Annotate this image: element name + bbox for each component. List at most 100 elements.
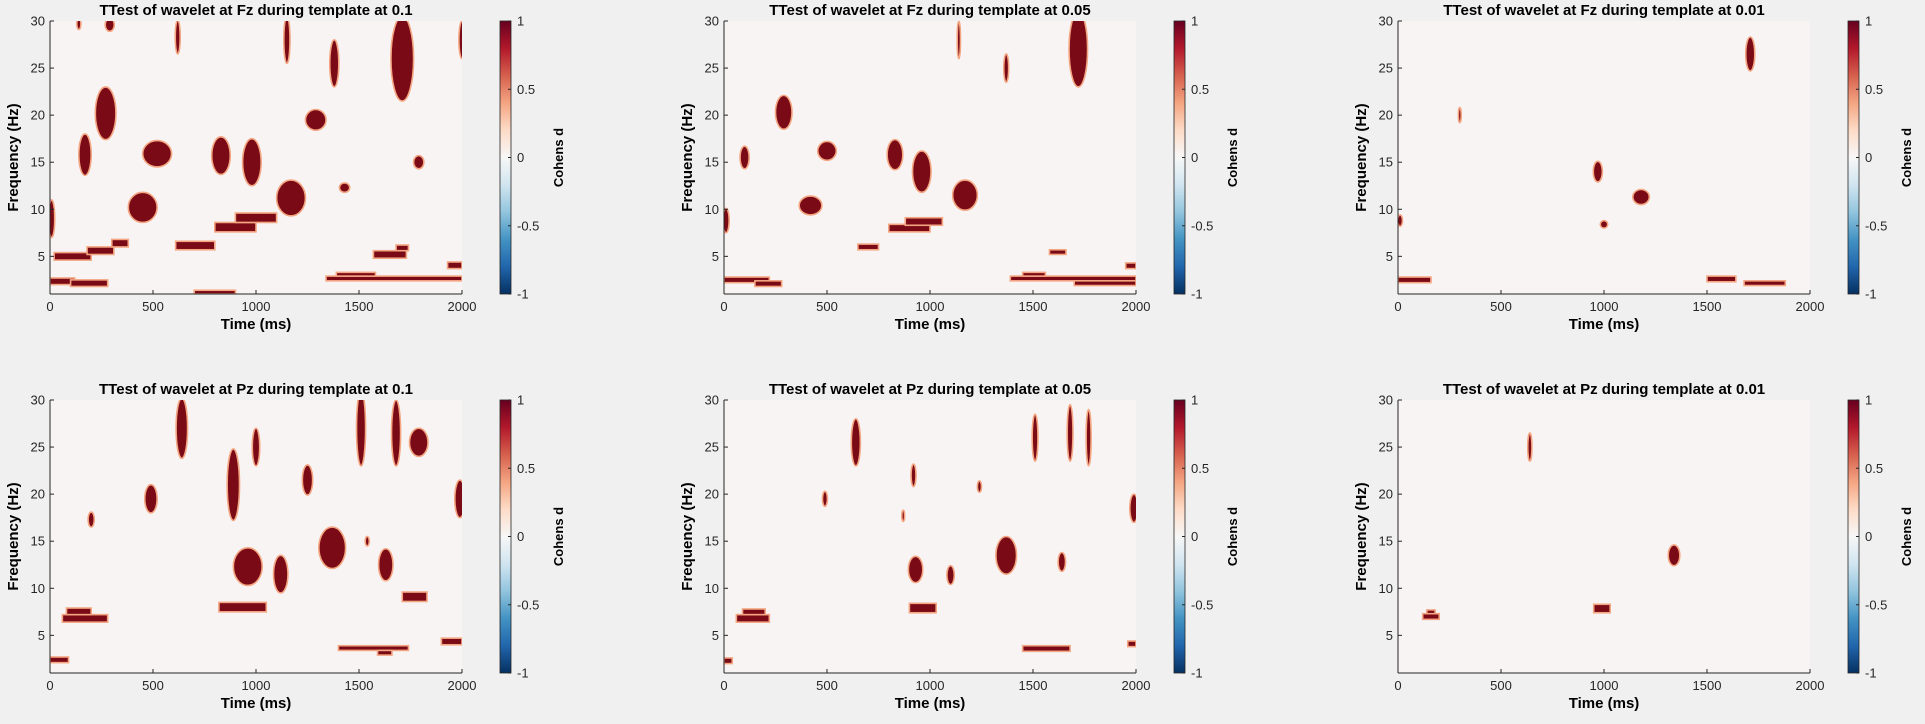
significant-cluster-band bbox=[401, 591, 428, 603]
y-tick-label: 5 bbox=[1386, 628, 1393, 643]
colorbar-tick-label: 0.5 bbox=[1865, 82, 1883, 97]
colorbar-tick-label: 0.5 bbox=[517, 461, 535, 476]
x-axis-label: Time (ms) bbox=[895, 695, 966, 712]
significant-cluster-band bbox=[395, 244, 410, 252]
significant-cluster-blob bbox=[453, 479, 462, 519]
y-axis-label: Frequency (Hz) bbox=[679, 482, 696, 590]
subplot-title: TTest of wavelet at Pz during template a… bbox=[769, 381, 1091, 398]
significant-cluster-blob bbox=[1068, 21, 1089, 88]
heatmap-marks bbox=[50, 21, 462, 294]
colorbar-tick-label: -1 bbox=[1191, 287, 1203, 302]
y-tick-label: 25 bbox=[705, 61, 719, 76]
significant-cluster-blob bbox=[50, 199, 56, 239]
significant-cluster-blob bbox=[226, 448, 241, 522]
significant-cluster-band bbox=[1398, 276, 1432, 284]
colorbar-tick-label: 1 bbox=[1191, 14, 1198, 29]
colorbar-tick-label: 1 bbox=[1865, 14, 1872, 29]
significant-cluster-band bbox=[446, 261, 462, 270]
significant-cluster-blob bbox=[850, 418, 862, 467]
x-tick-label: 1500 bbox=[1693, 678, 1722, 693]
significant-cluster-blob bbox=[798, 195, 823, 216]
x-tick-label: 0 bbox=[1394, 678, 1401, 693]
significant-cluster-band bbox=[1743, 280, 1787, 287]
colorbar-tick-label: -1 bbox=[517, 287, 529, 302]
x-tick-label: 1000 bbox=[1590, 299, 1619, 314]
significant-cluster-blob bbox=[907, 555, 924, 584]
significant-cluster-band bbox=[735, 613, 771, 623]
significant-cluster-band bbox=[376, 649, 393, 656]
colorbar-tick-label: -0.5 bbox=[1865, 218, 1887, 233]
y-tick-label: 20 bbox=[31, 487, 45, 502]
colorbar: 1 0.5 0 -0.5 -1 Cohens d bbox=[499, 14, 566, 302]
significant-cluster-band bbox=[86, 246, 115, 256]
x-tick-label: 500 bbox=[816, 678, 838, 693]
significant-cluster-blob bbox=[75, 21, 82, 31]
y-tick-label: 20 bbox=[705, 487, 719, 502]
y-tick-label: 20 bbox=[1379, 108, 1393, 123]
significant-cluster-blob bbox=[328, 39, 340, 88]
significant-cluster-blob bbox=[900, 509, 906, 523]
x-tick-label: 0 bbox=[720, 299, 727, 314]
colorbar-tick-label: -1 bbox=[1191, 666, 1203, 681]
significant-cluster-blob bbox=[272, 554, 289, 594]
colorbar-tick-label: 0.5 bbox=[1191, 461, 1209, 476]
colorbar-label: Cohens d bbox=[551, 507, 566, 566]
y-tick-label: 25 bbox=[31, 61, 45, 76]
x-tick-label: 0 bbox=[1394, 299, 1401, 314]
x-tick-label: 500 bbox=[1490, 678, 1512, 693]
significant-cluster-blob bbox=[412, 154, 425, 170]
x-tick-label: 1500 bbox=[1019, 299, 1048, 314]
significant-cluster-band bbox=[218, 601, 268, 613]
x-tick-label: 2000 bbox=[1122, 678, 1151, 693]
significant-cluster-band bbox=[1073, 280, 1136, 287]
significant-cluster-blob bbox=[390, 21, 415, 102]
x-axis-label: Time (ms) bbox=[221, 695, 292, 712]
heatmap-marks bbox=[724, 403, 1136, 665]
colorbar-tick-label: 0 bbox=[1865, 150, 1872, 165]
significant-cluster-band bbox=[61, 613, 109, 623]
colorbar-tick-label: -1 bbox=[1865, 666, 1877, 681]
colorbar-tick-label: 1 bbox=[517, 14, 524, 29]
significant-cluster-band bbox=[1592, 603, 1611, 614]
colorbar-tick-label: 0 bbox=[1191, 150, 1198, 165]
significant-cluster-blob bbox=[390, 400, 402, 467]
y-axis-label: Frequency (Hz) bbox=[5, 482, 22, 590]
significant-cluster-blob bbox=[1002, 53, 1010, 83]
y-tick-label: 30 bbox=[705, 393, 719, 408]
y-tick-label: 20 bbox=[705, 108, 719, 123]
significant-cluster-blob bbox=[739, 145, 750, 170]
colorbar-tick-label: 0 bbox=[1865, 529, 1872, 544]
colorbar: 1 0.5 0 -0.5 -1 Cohens d bbox=[1173, 14, 1240, 302]
x-tick-label: 0 bbox=[46, 299, 53, 314]
significant-cluster-blob bbox=[251, 427, 261, 467]
x-tick-label: 1000 bbox=[916, 678, 945, 693]
y-tick-label: 30 bbox=[31, 14, 45, 29]
significant-cluster-band bbox=[1009, 275, 1136, 282]
significant-cluster-blob bbox=[304, 108, 327, 131]
significant-cluster-band bbox=[1021, 644, 1071, 653]
significant-cluster-band bbox=[1706, 275, 1737, 283]
significant-cluster-band bbox=[65, 607, 93, 616]
significant-cluster-blob bbox=[458, 21, 462, 60]
y-tick-label: 5 bbox=[38, 628, 45, 643]
significant-cluster-band bbox=[440, 637, 462, 646]
plot-area bbox=[1398, 400, 1810, 673]
significant-cluster-band bbox=[50, 656, 70, 664]
x-tick-label: 1500 bbox=[1693, 299, 1722, 314]
colorbar: 1 0.5 0 -0.5 -1 Cohens d bbox=[1847, 393, 1914, 681]
significant-cluster-band bbox=[904, 216, 944, 227]
x-tick-label: 2000 bbox=[448, 299, 477, 314]
y-tick-label: 15 bbox=[705, 155, 719, 170]
significant-cluster-blob bbox=[976, 480, 983, 494]
significant-cluster-band bbox=[325, 275, 462, 282]
significant-cluster-blob bbox=[910, 463, 917, 488]
x-tick-label: 500 bbox=[1490, 299, 1512, 314]
y-tick-label: 10 bbox=[31, 202, 45, 217]
significant-cluster-blob bbox=[338, 182, 351, 194]
colorbar-label: Cohens d bbox=[551, 128, 566, 187]
x-tick-label: 1500 bbox=[345, 299, 374, 314]
significant-cluster-band bbox=[724, 657, 734, 665]
